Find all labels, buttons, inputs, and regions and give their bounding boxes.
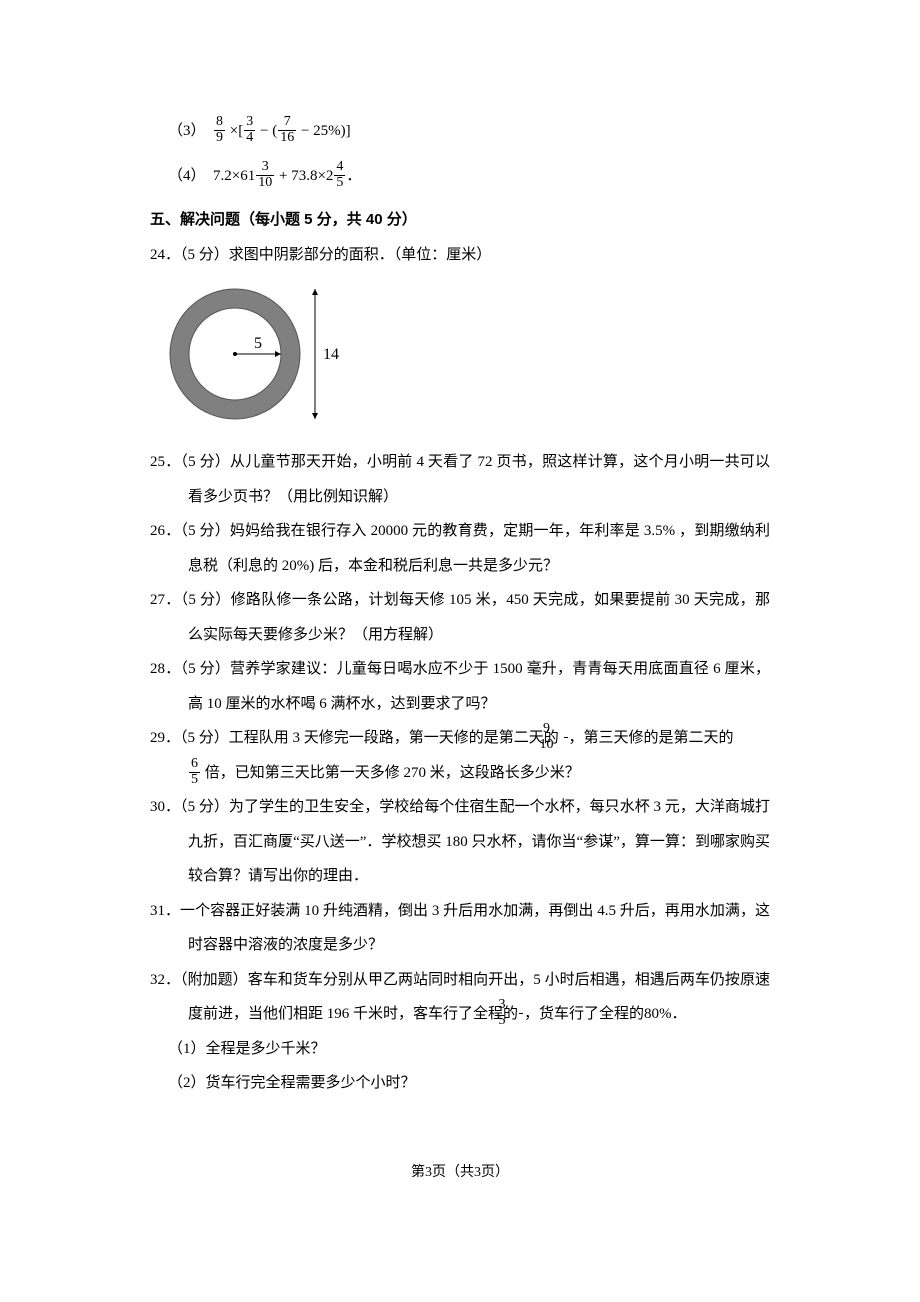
eq3-label: （3） (168, 123, 206, 139)
footer-post: 页） (481, 1165, 509, 1180)
eq3-frac3: 7 16 (278, 115, 296, 145)
q31-text: 31．一个容器正好装满 10 升纯酒精，倒出 3 升后用水加满，再倒出 4.5 … (150, 894, 770, 963)
q29-frac2: 6 5 (189, 757, 200, 787)
footer-cur: 3 (425, 1165, 432, 1180)
page-root: （3） 8 9 ×[ 3 4 − ( 7 16 − 25%)] （4） 7.2×… (0, 0, 920, 1221)
q24-figure: 5 14 (150, 282, 770, 427)
footer-tot: 3 (474, 1165, 481, 1180)
q32-sub2: （2）货车行完全程需要多少个小时？ (150, 1066, 770, 1101)
q32-p1b: ，货车行了全程的80%． (524, 1006, 687, 1022)
q24-text: 24．（5 分）求图中阴影部分的面积．（单位：厘米） (150, 238, 770, 273)
q29-p1b: ，第三天修的是第二天的 (569, 730, 734, 746)
q29-line2: 6 5 倍，已知第三天比第一天多修 270 米，这段路长多少米？ (150, 756, 770, 791)
eq4-b: 73.8 (291, 168, 317, 184)
q29-p2: 倍，已知第三天比第一天多修 270 米，这段路长多少米？ (205, 765, 580, 781)
footer-mid: 页（共 (432, 1165, 474, 1180)
svg-text:5: 5 (254, 335, 262, 352)
eq4-m1frac: 3 10 (256, 160, 274, 190)
q29-frac1: 9 10 (564, 722, 568, 752)
q32-frac: 3 5 (519, 998, 523, 1028)
page-footer: 第3页（共3页） (150, 1161, 770, 1181)
q25-text: 25．（5 分）从儿童节那天开始，小明前 4 天看了 72 页书，照这样计算，这… (150, 445, 770, 514)
q29-p1a: 29．（5 分）工程队用 3 天修完一段路，第一天修的是第二天的 (150, 730, 559, 746)
q29-line1: 29．（5 分）工程队用 3 天修完一段路，第一天修的是第二天的 9 10 ，第… (150, 721, 770, 756)
q32-sub1: （1）全程是多少千米？ (150, 1032, 770, 1067)
eq3-frac1: 8 9 (214, 115, 225, 145)
eq4-m2frac: 4 5 (334, 160, 345, 190)
q26-text: 26．（5 分）妈妈给我在银行存入 20000 元的教育费，定期一年，年利率是 … (150, 514, 770, 583)
eq4-m1int: 61 (240, 168, 255, 184)
q30-text: 30．（5 分）为了学生的卫生安全，学校给每个住宿生配一个水杯，每只水杯 3 元… (150, 790, 770, 894)
svg-text:14: 14 (323, 346, 339, 363)
q27-text: 27．（5 分）修路队修一条公路，计划每天修 105 米，450 天完成，如果要… (150, 583, 770, 652)
footer-pre: 第 (411, 1165, 425, 1180)
equation-3: （3） 8 9 ×[ 3 4 − ( 7 16 − 25%)] (150, 114, 770, 149)
ring-diagram: 5 14 (165, 282, 340, 427)
eq4-label: （4） (168, 168, 206, 184)
section-5-heading: 五、解决问题（每小题 5 分，共 40 分） (150, 203, 770, 238)
q32-line1: 32．（附加题）客车和货车分别从甲乙两站同时相向开出，5 小时后相遇，相遇后两车… (150, 963, 770, 1032)
equation-4: （4） 7.2×61 3 10 + 73.8×2 4 5 ． (150, 159, 770, 194)
eq4-a: 7.2 (213, 168, 232, 184)
eq3-frac2: 3 4 (244, 115, 255, 145)
q28-text: 28．（5 分）营养学家建议：儿童每日喝水应不少于 1500 毫升，青青每天用底… (150, 652, 770, 721)
eq3-pct: 25% (313, 123, 341, 139)
eq4-m2int: 2 (326, 168, 334, 184)
